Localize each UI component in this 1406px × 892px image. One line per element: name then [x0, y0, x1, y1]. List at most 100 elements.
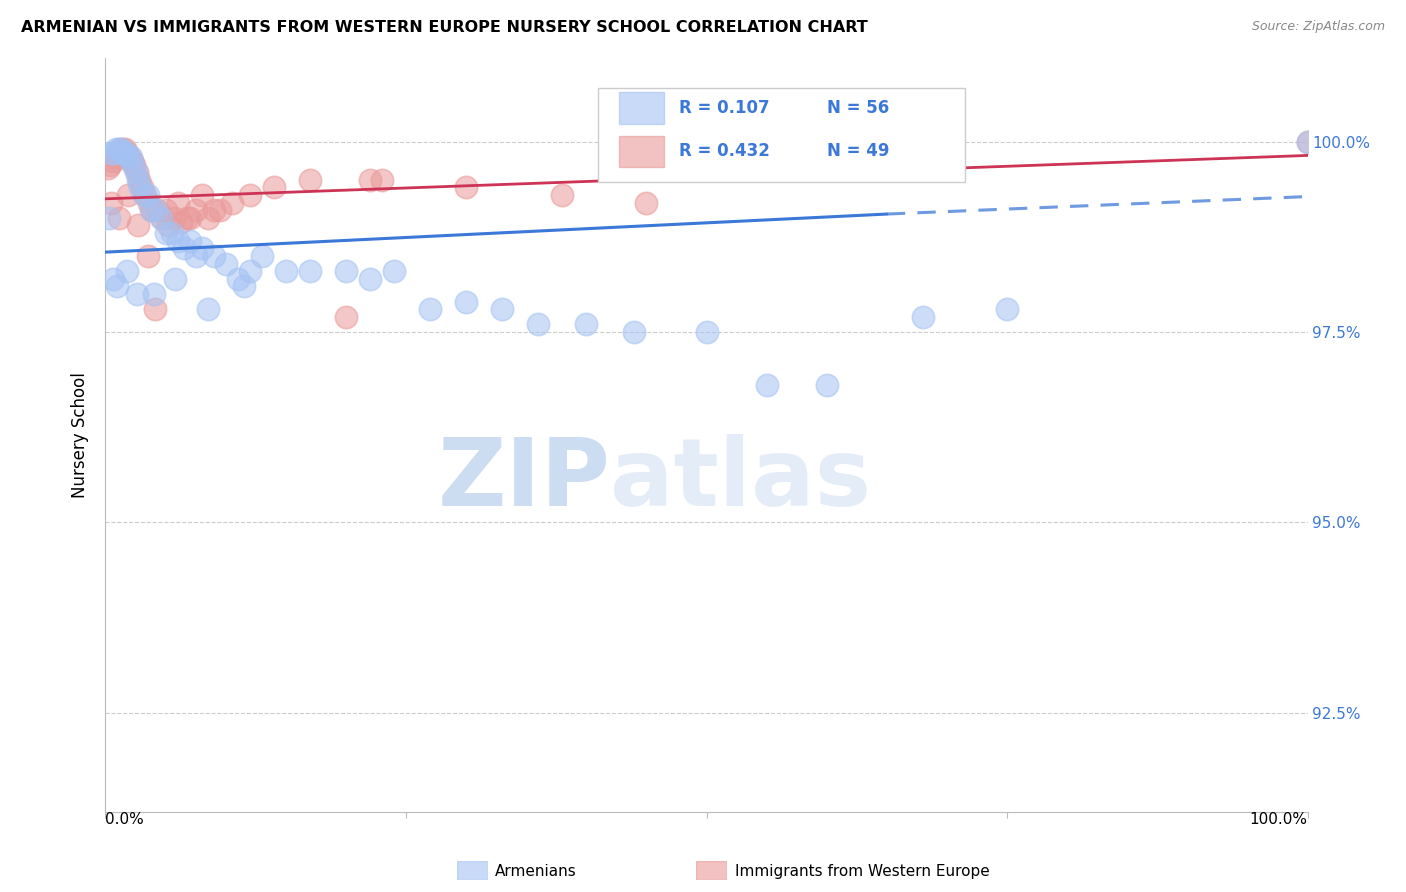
Point	[127, 173, 149, 187]
Point	[165, 272, 187, 286]
Point	[202, 249, 225, 263]
Point	[134, 188, 156, 202]
Point	[173, 241, 195, 255]
Text: N = 49: N = 49	[827, 143, 889, 161]
Point	[124, 165, 146, 179]
Point	[114, 142, 136, 156]
Point	[815, 378, 838, 392]
FancyBboxPatch shape	[599, 88, 965, 182]
Point	[166, 195, 188, 210]
Point	[166, 234, 188, 248]
Point	[221, 195, 243, 210]
Point	[274, 264, 297, 278]
Text: R = 0.107: R = 0.107	[679, 99, 769, 117]
Point	[117, 188, 139, 202]
Text: R = 0.432: R = 0.432	[679, 143, 769, 161]
Point	[121, 153, 143, 168]
Text: Immigrants from Western Europe: Immigrants from Western Europe	[735, 864, 990, 879]
Point	[110, 142, 132, 156]
Text: 0.0%: 0.0%	[105, 812, 145, 827]
Text: atlas: atlas	[610, 434, 872, 526]
Point	[97, 161, 120, 176]
Text: 100.0%: 100.0%	[1250, 812, 1308, 827]
Point	[124, 157, 146, 171]
Point	[150, 211, 173, 225]
Point	[118, 150, 141, 164]
Point	[107, 142, 129, 156]
Point	[179, 211, 201, 225]
Point	[142, 287, 165, 301]
Point	[454, 180, 477, 194]
Point	[170, 215, 193, 229]
Point	[115, 146, 138, 161]
Point	[636, 195, 658, 210]
Point	[190, 241, 212, 255]
Point	[371, 173, 394, 187]
Point	[117, 150, 139, 164]
Point	[179, 234, 201, 248]
Point	[359, 272, 381, 286]
Point	[105, 142, 128, 156]
Point	[136, 249, 159, 263]
Point	[141, 203, 163, 218]
Point	[239, 264, 262, 278]
Point	[208, 203, 231, 218]
Text: ZIP: ZIP	[437, 434, 610, 526]
Point	[104, 150, 127, 164]
Point	[103, 146, 125, 161]
Text: N = 56: N = 56	[827, 99, 889, 117]
Point	[107, 146, 129, 161]
Point	[149, 211, 172, 225]
Point	[755, 378, 778, 392]
Point	[155, 203, 177, 218]
Point	[143, 302, 166, 317]
Point	[197, 211, 219, 225]
Point	[226, 272, 249, 286]
Point	[127, 219, 149, 233]
Y-axis label: Nursery School: Nursery School	[72, 372, 90, 498]
FancyBboxPatch shape	[619, 136, 665, 168]
Point	[129, 180, 152, 194]
Point	[335, 310, 357, 324]
Point	[696, 325, 718, 339]
Point	[197, 302, 219, 317]
Point	[359, 173, 381, 187]
Text: Source: ZipAtlas.com: Source: ZipAtlas.com	[1251, 20, 1385, 33]
Point	[176, 211, 198, 225]
Point	[115, 146, 138, 161]
Point	[155, 226, 177, 240]
Point	[454, 294, 477, 309]
FancyBboxPatch shape	[619, 92, 665, 124]
Point	[1296, 135, 1319, 149]
Point	[184, 249, 207, 263]
Point	[122, 157, 145, 171]
Point	[136, 188, 159, 202]
Point	[1296, 135, 1319, 149]
Point	[623, 325, 645, 339]
Point	[575, 318, 598, 332]
Point	[125, 165, 148, 179]
Text: Armenians: Armenians	[495, 864, 576, 879]
Point	[138, 195, 160, 210]
Point	[101, 272, 124, 286]
Point	[98, 157, 121, 171]
Point	[995, 302, 1018, 317]
Point	[250, 249, 273, 263]
Point	[298, 173, 321, 187]
Point	[239, 188, 262, 202]
Point	[100, 195, 122, 210]
Point	[107, 279, 129, 293]
Point	[214, 256, 236, 270]
Text: ARMENIAN VS IMMIGRANTS FROM WESTERN EUROPE NURSERY SCHOOL CORRELATION CHART: ARMENIAN VS IMMIGRANTS FROM WESTERN EURO…	[21, 20, 868, 35]
Point	[190, 188, 212, 202]
Point	[107, 211, 129, 225]
Point	[100, 146, 122, 161]
Point	[156, 219, 179, 233]
Point	[232, 279, 254, 293]
Point	[184, 203, 207, 218]
Point	[120, 150, 142, 164]
Point	[551, 188, 574, 202]
Point	[163, 211, 186, 225]
Point	[108, 146, 131, 161]
Point	[131, 180, 153, 194]
